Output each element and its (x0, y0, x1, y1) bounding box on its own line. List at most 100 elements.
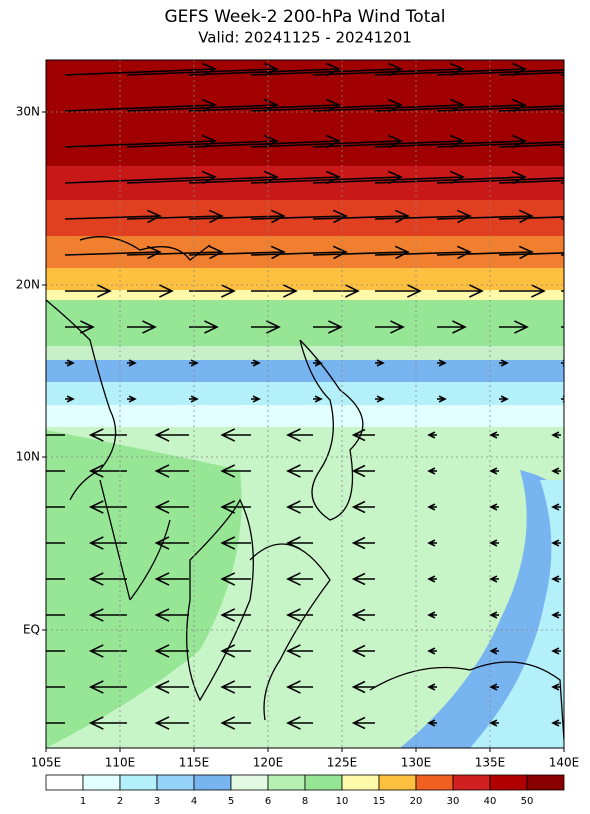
wind-arrow (88, 428, 127, 442)
map-frame (45, 59, 565, 749)
wind-arrow (88, 716, 127, 730)
lon-label: 135E (475, 756, 506, 770)
wind-arrow (65, 359, 75, 367)
wind-arrow (46, 686, 65, 688)
lat-label: 20N (16, 278, 40, 292)
wind-arrow (560, 218, 564, 220)
wind-arrow (312, 209, 410, 224)
shade (46, 382, 564, 408)
wind-vectors (46, 62, 564, 730)
wind-arrow (499, 320, 529, 334)
wind-arrow (374, 170, 527, 185)
wind-arrow (250, 134, 403, 149)
colorbar-label: 8 (302, 796, 308, 807)
shade (46, 360, 564, 384)
colorbar-label: 4 (191, 796, 197, 807)
wind-arrow (127, 320, 157, 334)
wind-arrow (374, 62, 527, 77)
wind-arrow (220, 608, 251, 622)
shade (46, 288, 564, 300)
wind-arrow (286, 500, 313, 514)
colorbar-label: 5 (228, 796, 234, 807)
wind-arrow (46, 542, 65, 544)
lat-label: 30N (16, 105, 40, 119)
wind-arrow (220, 428, 251, 442)
shade (46, 234, 564, 268)
shade (46, 266, 564, 290)
wind-arrow (126, 62, 279, 77)
wind-arrow (286, 428, 313, 442)
wind-arrow (560, 182, 564, 184)
wind-arrow (551, 719, 561, 727)
wind-arrow (436, 69, 564, 76)
wind-arrow (489, 719, 499, 727)
colorbar-box (193, 774, 232, 791)
colorbar-box (452, 774, 491, 791)
wind-arrow (561, 326, 564, 328)
wind-arrow (427, 467, 437, 475)
lat-label: EQ (23, 623, 40, 637)
colorbar-label: 15 (373, 796, 386, 807)
wind-arrow (251, 395, 261, 403)
wind-arrow (154, 644, 189, 658)
wind-arrow (88, 608, 127, 622)
wind-arrow (64, 245, 162, 260)
wind-arrow (188, 62, 341, 77)
wind-arrow (551, 611, 561, 619)
wind-arrow (64, 62, 217, 77)
colorbar-box (341, 774, 380, 791)
shade (46, 298, 564, 346)
wind-arrow (489, 431, 499, 439)
wind-arrow (65, 320, 95, 334)
wind-arrow (220, 536, 251, 550)
wind-arrow (313, 395, 323, 403)
wind-arrow (498, 179, 564, 184)
wind-arrow (65, 395, 75, 403)
wind-arrow (560, 254, 564, 256)
lon-label: 115E (179, 756, 210, 770)
wind-arrow (313, 284, 360, 298)
colorbar-box (119, 774, 158, 791)
wind-arrow (286, 608, 313, 622)
wind-arrow (498, 107, 564, 112)
wind-arrow (250, 245, 348, 260)
wind-arrow (220, 500, 251, 514)
wind-arrow (427, 539, 437, 547)
wind-arrow (88, 680, 127, 694)
wind-arrow (46, 470, 65, 472)
wind-arrow (427, 719, 437, 727)
wind-arrow (251, 284, 298, 298)
wind-arrow (437, 320, 467, 334)
shade (46, 60, 564, 166)
lon-label: 125E (327, 756, 358, 770)
shade (46, 405, 564, 427)
axes: 105E 110E 115E 120E 125E 130E 135E 140E 30N 20N 10… (16, 105, 580, 770)
wind-arrow (64, 209, 162, 224)
wind-arrow (561, 395, 564, 403)
wind-arrow (489, 575, 499, 583)
colorbar-label: 20 (410, 796, 423, 807)
lon-label: 140E (549, 756, 580, 770)
wind-arrow (427, 611, 437, 619)
wind-arrow (351, 644, 375, 658)
colorbar-label: 50 (521, 796, 534, 807)
wind-arrow (561, 359, 564, 367)
wind-arrow (250, 170, 403, 185)
wind-arrow (437, 359, 447, 367)
wind-arrow (251, 320, 281, 334)
wind-arrow (286, 680, 313, 694)
wind-arrow (551, 431, 561, 439)
wind-arrow (46, 614, 65, 616)
lon-label: 105E (31, 756, 62, 770)
wind-arrow (286, 716, 313, 730)
wind-arrow (188, 245, 286, 260)
wind-arrow (154, 536, 189, 550)
wind-arrow (127, 284, 174, 298)
wind-arrow (551, 503, 561, 511)
graticule (46, 60, 564, 748)
wind-arrow (250, 98, 403, 113)
shade (46, 345, 564, 363)
wind-arrow (220, 644, 251, 658)
wind-arrow (154, 608, 189, 622)
